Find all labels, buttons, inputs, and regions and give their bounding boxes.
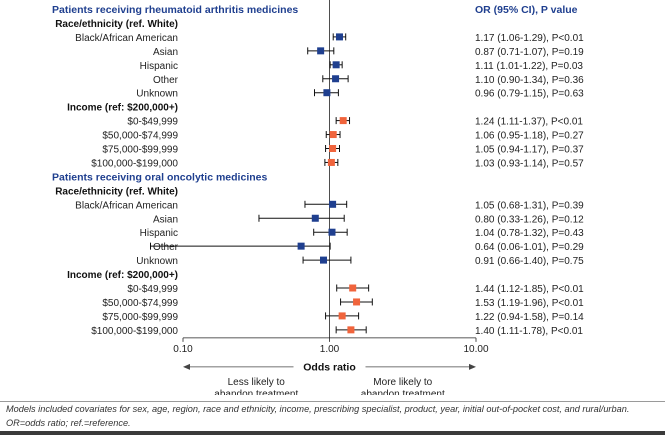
left-direction-line-1: Less likely to: [228, 377, 286, 388]
row-result: 0.80 (0.33-1.26), P=0.12: [475, 214, 584, 225]
row-label: Unknown: [136, 256, 178, 267]
group-heading: Income (ref: $200,000+): [67, 103, 178, 114]
row-result: 0.91 (0.66-1.40), P=0.75: [475, 256, 584, 267]
point-estimate-marker: [319, 256, 327, 264]
point-estimate-marker: [347, 326, 355, 334]
section-title: Patients receiving rheumatoid arthritis …: [52, 4, 298, 16]
row-result: 1.11 (1.01-1.22), P=0.03: [475, 61, 583, 72]
row-label: Black/African American: [75, 200, 178, 211]
row-result: 1.05 (0.68-1.31), P=0.39: [475, 200, 584, 211]
row-result: 0.96 (0.79-1.15), P=0.63: [475, 89, 584, 100]
result-header: OR (95% CI), P value: [475, 4, 578, 16]
row-label: Unknown: [136, 89, 178, 100]
row-label: Other: [153, 75, 179, 86]
row-result: 0.64 (0.06-1.01), P=0.29: [475, 242, 584, 253]
row-label: $75,000-$99,999: [102, 145, 178, 156]
row-label: $0-$49,999: [127, 117, 178, 128]
point-estimate-marker: [349, 284, 357, 292]
footnote-abbreviations: OR=odds ratio; ref.=reference.: [6, 418, 131, 428]
point-estimate-marker: [327, 158, 335, 166]
row-result: 1.22 (0.94-1.58), P=0.14: [475, 312, 584, 323]
row-label: Other: [153, 242, 179, 253]
point-estimate-marker: [338, 312, 346, 320]
footnote-covariates: Models included covariates for sex, age,…: [6, 404, 630, 414]
point-estimate-marker: [332, 61, 340, 69]
point-estimate-marker: [311, 214, 319, 222]
group-heading: Race/ethnicity (ref. White): [55, 186, 178, 197]
row-result: 1.17 (1.06-1.29), P<0.01: [475, 33, 584, 44]
row-label: $0-$49,999: [127, 284, 178, 295]
forest-plot: OR (95% CI), P value Patients receiving r…: [52, 0, 584, 395]
point-estimate-marker: [329, 131, 337, 139]
x-tick-label: 0.10: [173, 344, 193, 355]
row-result: 1.44 (1.12-1.85), P<0.01: [475, 284, 584, 295]
row-result: 1.04 (0.78-1.32), P=0.43: [475, 228, 584, 239]
row-result: 1.40 (1.11-1.78), P<0.01: [475, 326, 583, 337]
row-label: Hispanic: [140, 228, 178, 239]
left-arrow-head: [183, 363, 190, 370]
point-estimate-marker: [328, 228, 336, 236]
point-estimate-marker: [329, 200, 337, 208]
point-estimate-marker: [297, 242, 305, 250]
row-result: 1.05 (0.94-1.17), P=0.37: [475, 145, 584, 156]
group-heading: Race/ethnicity (ref. White): [55, 19, 178, 30]
point-estimate-marker: [335, 33, 343, 41]
x-tick-label: 10.00: [463, 344, 488, 355]
row-label: $50,000-$74,999: [102, 131, 178, 142]
row-label: $100,000-$199,000: [91, 326, 178, 337]
row-label: $50,000-$74,999: [102, 298, 178, 309]
left-direction-line-2: abandon treatment: [214, 389, 298, 395]
point-estimate-marker: [329, 145, 337, 152]
section-title: Patients receiving oral oncolytic medici…: [52, 171, 267, 183]
row-label: Asian: [153, 47, 178, 58]
point-estimate-marker: [353, 298, 361, 306]
row-label: $100,000-$199,000: [91, 158, 178, 169]
right-arrow-head: [469, 363, 476, 370]
row-result: 1.53 (1.19-1.96), P<0.01: [475, 298, 584, 309]
row-label: Asian: [153, 214, 178, 225]
row-result: 1.03 (0.93-1.14), P=0.57: [475, 158, 584, 169]
bottom-bar: [0, 431, 665, 435]
point-estimate-marker: [323, 89, 331, 97]
x-tick-label: 1.00: [320, 344, 340, 355]
point-estimate-marker: [339, 117, 347, 125]
point-estimate-marker: [332, 75, 340, 83]
point-estimate-marker: [317, 47, 325, 55]
row-result: 1.24 (1.11-1.37), P<0.01: [475, 117, 583, 128]
row-label: $75,000-$99,999: [102, 312, 178, 323]
row-result: 1.10 (0.90-1.34), P=0.36: [475, 75, 584, 86]
footnote-divider: [0, 401, 665, 402]
row-result: 1.06 (0.95-1.18), P=0.27: [475, 131, 584, 142]
group-heading: Income (ref: $200,000+): [67, 270, 178, 281]
right-direction-line-2: abandon treatment: [361, 389, 445, 395]
row-label: Hispanic: [140, 61, 178, 72]
row-result: 0.87 (0.71-1.07), P=0.19: [475, 47, 584, 58]
row-label: Black/African American: [75, 33, 178, 44]
right-direction-line-1: More likely to: [373, 377, 432, 388]
x-axis-title: Odds ratio: [303, 361, 356, 373]
